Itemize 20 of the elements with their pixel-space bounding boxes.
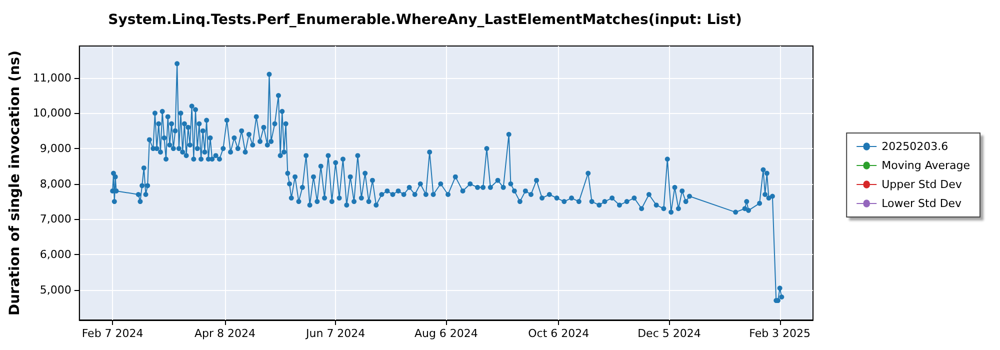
x-tick-label: Dec 5 2024	[638, 327, 701, 340]
legend-label: Moving Average	[882, 159, 970, 172]
x-tick-label: Jun 7 2024	[305, 327, 366, 340]
legend-label: 20250203.6	[882, 140, 948, 153]
y-tick-label: 6,000	[40, 248, 72, 262]
x-tick-label: Apr 8 2024	[194, 327, 256, 340]
x-tick-label: Aug 6 2024	[414, 327, 478, 340]
legend-label: Lower Std Dev	[882, 197, 962, 210]
chart-title: System.Linq.Tests.Perf_Enumerable.WhereAny_LastElementMatches(input: List)	[108, 12, 742, 28]
x-tick-label: Feb 3 2025	[749, 327, 811, 340]
legend-label: Upper Std Dev	[882, 178, 962, 191]
y-tick-label: 8,000	[40, 177, 72, 190]
y-axis-title: Duration of single invocation (ns)	[7, 50, 23, 316]
x-tick-label: Oct 6 2024	[528, 327, 590, 340]
y-tick-label: 9,000	[40, 142, 72, 156]
y-tick-label: 7,000	[40, 212, 72, 226]
x-tick-label: Feb 7 2024	[82, 327, 144, 340]
y-tick-label: 10,000	[32, 106, 72, 120]
y-tick-label: 5,000	[40, 283, 72, 296]
y-tick-label: 11,000	[32, 71, 72, 84]
